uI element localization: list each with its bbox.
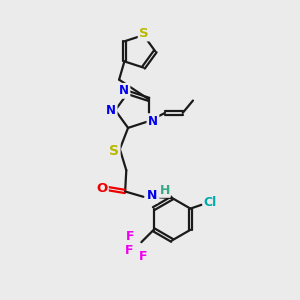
Text: N: N [106,104,116,117]
Text: O: O [96,182,107,195]
Text: F: F [139,250,147,263]
Text: Cl: Cl [204,196,217,208]
Text: F: F [126,230,134,243]
Text: H: H [159,184,170,197]
Text: N: N [146,189,157,202]
Text: S: S [139,27,149,40]
Text: F: F [125,244,133,257]
Text: S: S [109,144,119,158]
Text: N: N [148,115,158,128]
Text: N: N [119,84,129,97]
